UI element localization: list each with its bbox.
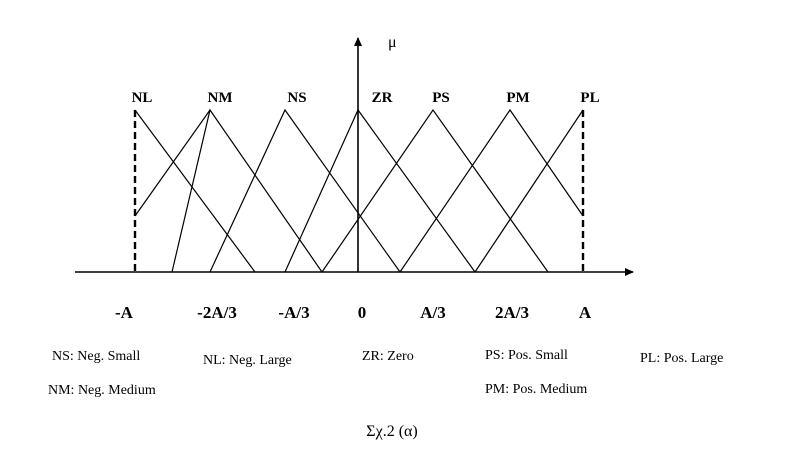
set-label-pm: PM <box>506 90 530 106</box>
legend-pm: PM: Pos. Medium <box>485 382 588 397</box>
mf-nl-tail <box>134 109 211 217</box>
legend-ps: PS: Pos. Small <box>485 348 568 363</box>
tick-label-a3: A/3 <box>420 303 446 322</box>
set-label-pl: PL <box>580 90 600 106</box>
set-label-zr: ZR <box>371 90 393 106</box>
mf-nl <box>134 109 256 273</box>
set-label-nm: NM <box>207 90 233 106</box>
tick-label-a: A <box>578 303 592 322</box>
legend-nl: NL: Neg. Large <box>203 353 292 368</box>
tick-label-neg-2a3: -2A/3 <box>197 303 237 322</box>
mf-ns <box>209 108 401 273</box>
tick-label-neg-a3: -A/3 <box>278 303 310 322</box>
set-label-ns: NS <box>287 90 307 106</box>
mf-pm <box>399 108 584 273</box>
mf-zr <box>284 108 476 273</box>
legend-nm: NM: Neg. Medium <box>48 383 156 398</box>
tick-label-neg-a: -A <box>115 303 133 322</box>
figure-caption: Σχ.2 (α) <box>366 423 418 440</box>
legend-zr: ZR: Zero <box>362 349 414 364</box>
tick-label-zero: 0 <box>357 303 367 322</box>
mf-ps <box>321 108 549 273</box>
mf-pl <box>474 109 584 273</box>
mf-nm <box>171 108 323 273</box>
legend-pl: PL: Pos. Large <box>640 351 724 366</box>
set-label-nl: NL <box>131 90 153 106</box>
set-label-ps: PS <box>432 90 450 106</box>
legend-ns: NS: Neg. Small <box>52 349 141 364</box>
tick-label-2a3: 2A/3 <box>495 303 529 322</box>
mu-axis-label: μ <box>388 34 397 51</box>
